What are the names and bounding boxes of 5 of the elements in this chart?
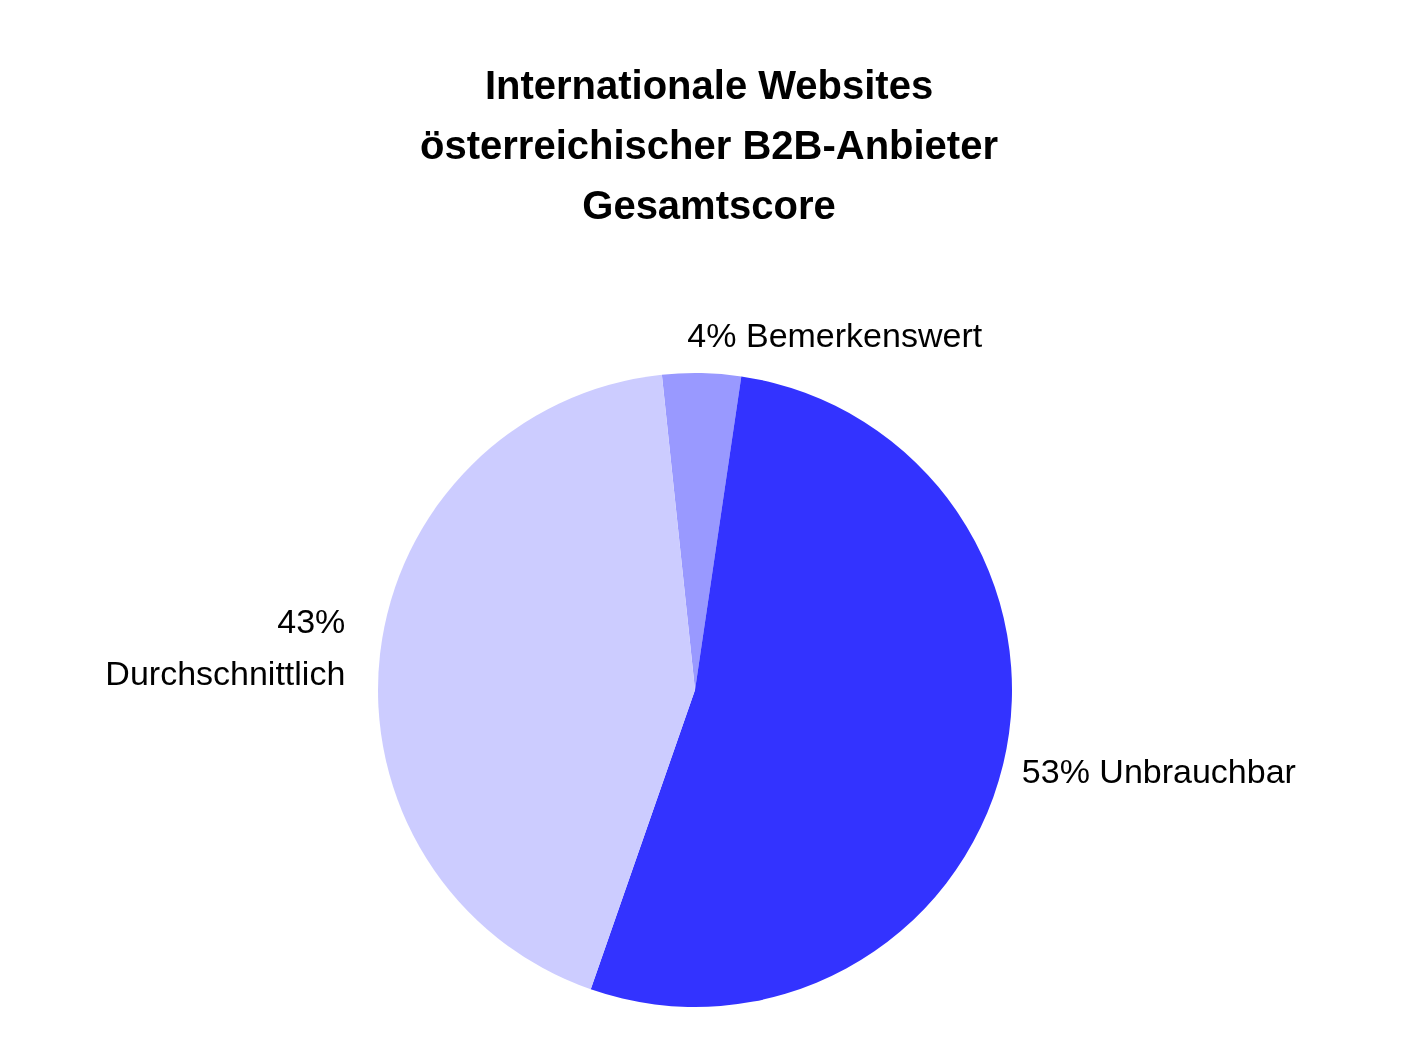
slice-label: Durchschnittlich	[105, 653, 346, 692]
data-label: 43%	[277, 601, 346, 640]
slice-label: 53% Unbrauchbar	[1021, 752, 1296, 791]
chart-title: Internationale Websites österreichischer B2B-Anbieter Gesamtscore	[420, 63, 998, 228]
slice-label: 4% Bemerkenswert	[687, 316, 983, 355]
